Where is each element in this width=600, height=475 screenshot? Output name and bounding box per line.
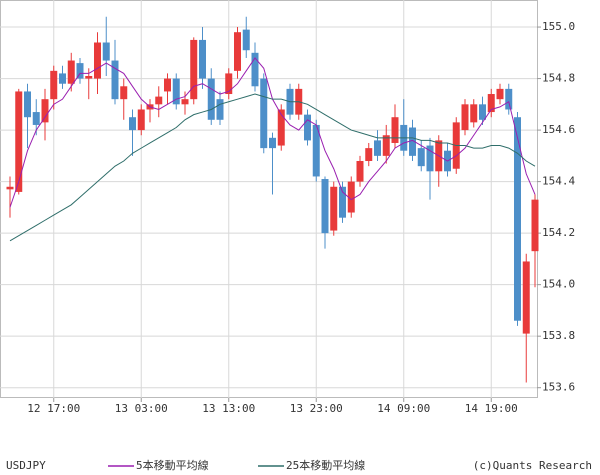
candle-body [59,73,66,84]
x-tick-label: 14 09:00 [377,402,430,415]
candle-body [67,60,75,84]
candle-body [426,145,434,172]
candle-body [417,148,425,167]
candle-body [24,91,31,118]
credit: (c)Quants Research [473,459,592,472]
y-tick-label: 154.2 [542,226,575,239]
candle-body [41,99,49,123]
candle-body [190,39,198,100]
candle-body [347,181,355,213]
candle-body [102,42,110,61]
candle-body [50,70,58,100]
candle-body [531,199,539,252]
candle-body [76,63,84,79]
x-tick-label: 14 19:00 [465,402,518,415]
candle-body [85,75,93,79]
y-tick-label: 154.0 [542,278,575,291]
plot-area [0,0,538,398]
candle-body [120,86,128,100]
candle-body [111,60,119,100]
candle-body [470,104,478,123]
candle-body [496,88,504,100]
candle-body [137,109,145,131]
candle-body [251,52,259,87]
y-tick-label: 155.0 [542,20,575,33]
candle-body [356,161,364,182]
candle-body [32,112,40,125]
candle-body [277,109,285,146]
y-tick-label: 154.6 [542,123,575,136]
candle-body [487,94,495,113]
x-tick-label: 13 23:00 [290,402,343,415]
candle-body [129,117,136,131]
y-tick-label: 154.8 [542,72,575,85]
y-tick-label: 153.8 [542,329,575,342]
candle-body [181,99,189,105]
y-tick-label: 154.4 [542,175,575,188]
candle-body [225,73,233,95]
candle-body [514,117,521,321]
x-tick-label: 13 03:00 [115,402,168,415]
symbol: USDJPY [6,459,46,472]
candle-body [269,137,276,149]
candle-body [199,39,206,79]
candle-body [330,186,338,231]
candle-body [94,42,101,79]
candle-body [164,78,171,92]
candle-body [365,148,373,162]
candle-body [172,78,180,105]
candle-body [6,186,14,190]
candle-body [479,104,486,120]
candle-body [260,78,268,149]
candle-body [216,99,224,120]
x-tick-label: 13 13:00 [202,402,255,415]
candle-body [242,29,250,51]
candle-body [155,96,163,105]
moving-average-line [9,93,536,242]
candle-body [234,32,241,71]
legend-label: 5本移動平均線 [136,458,209,472]
candle-body [321,179,329,234]
candle-body [391,117,399,143]
legend-label: 25本移動平均線 [286,458,365,472]
candle-body [304,114,311,141]
candle-body [409,127,416,156]
candle-body [522,261,530,334]
candle-body [374,140,381,156]
candle-body [461,104,469,131]
candle-body [312,124,320,177]
candle-body [207,78,215,120]
candle-body [505,88,513,110]
x-tick-label: 12 17:00 [27,402,80,415]
candle-body [15,91,23,192]
y-tick-label: 153.6 [542,381,575,394]
candle-body [382,135,390,156]
candle-body [339,186,346,218]
